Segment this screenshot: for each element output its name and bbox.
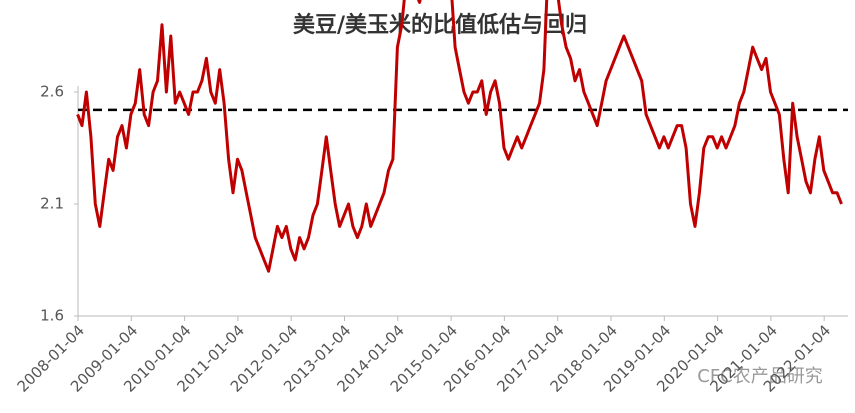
y-tick-label: 2.6 — [40, 83, 64, 101]
watermark: CFC农产品研究 — [697, 366, 823, 387]
chart-title: 美豆/美玉米的比值低估与回归 — [293, 12, 587, 38]
line-series — [76, 0, 843, 273]
y-tick-label: 1.6 — [40, 307, 64, 325]
y-tick-label: 2.1 — [40, 195, 64, 213]
